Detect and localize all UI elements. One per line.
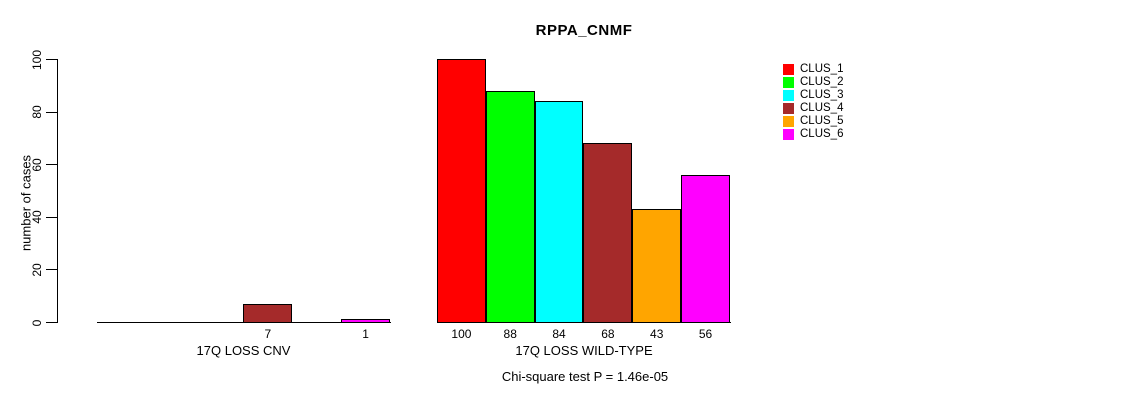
legend-item: CLUS_4 — [783, 102, 843, 115]
legend-item: CLUS_5 — [783, 115, 843, 128]
legend-swatch-clus_2 — [783, 77, 794, 88]
bar-clus_1 — [437, 59, 486, 323]
legend: CLUS_1 CLUS_2 CLUS_3 CLUS_4 CLUS_5 CLUS_6 — [783, 63, 843, 141]
y-tick — [46, 111, 57, 113]
y-tick-label: 80 — [30, 105, 44, 119]
bar-value-label: 1 — [362, 327, 369, 341]
y-tick-label: 20 — [30, 263, 44, 277]
y-tick — [46, 164, 57, 166]
bar-clus_6 — [681, 174, 730, 323]
legend-item: CLUS_1 — [783, 63, 843, 76]
legend-label: CLUS_4 — [800, 102, 844, 114]
legend-swatch-clus_1 — [783, 64, 794, 75]
bar-value-label: 88 — [503, 327, 517, 341]
bar-value-label: 68 — [601, 327, 615, 341]
group-label-17q-loss-cnv: 17Q LOSS CNV — [196, 343, 291, 358]
legend-swatch-clus_3 — [783, 90, 794, 101]
bar-value-label: 56 — [698, 327, 713, 341]
bar-value-label: 43 — [650, 327, 664, 341]
y-tick-label: 40 — [30, 210, 44, 224]
y-axis-line-segment — [57, 59, 58, 323]
legend-item: CLUS_2 — [783, 76, 843, 89]
bar-value-label: 100 — [451, 327, 472, 341]
legend-swatch-clus_6 — [783, 129, 794, 140]
bar-clus_4 — [583, 143, 633, 323]
group-label-17q-loss-wild-type: 17Q LOSS WILD-TYPE — [515, 343, 653, 358]
bar-clus_3 — [534, 101, 584, 323]
legend-label: CLUS_6 — [800, 128, 844, 140]
y-tick-label: 0 — [30, 319, 44, 326]
bar-clus_4 — [243, 303, 293, 323]
legend-item: CLUS_6 — [783, 128, 843, 141]
legend-swatch-clus_5 — [783, 116, 794, 127]
legend-item: CLUS_3 — [783, 89, 843, 102]
bar-clus_6 — [341, 319, 390, 323]
chi-square-footnote: Chi-square test P = 1.46e-05 — [501, 369, 669, 384]
legend-label: CLUS_1 — [800, 63, 844, 75]
bar-value-label: 84 — [552, 327, 566, 341]
y-tick — [46, 269, 57, 271]
legend-swatch-clus_4 — [783, 103, 794, 114]
bar-value-label: 7 — [264, 327, 272, 341]
y-tick-label: 60 — [30, 158, 44, 172]
bar-clus_2 — [485, 90, 535, 323]
y-tick — [46, 216, 57, 218]
y-tick-label: 100 — [30, 49, 44, 70]
chart-title: RPPA_CNMF — [535, 22, 633, 39]
legend-label: CLUS_3 — [800, 89, 844, 101]
bar-clus_5 — [632, 208, 682, 323]
legend-label: CLUS_2 — [800, 76, 844, 88]
y-tick — [46, 59, 57, 60]
y-tick — [46, 322, 57, 323]
legend-label: CLUS_5 — [800, 115, 844, 127]
